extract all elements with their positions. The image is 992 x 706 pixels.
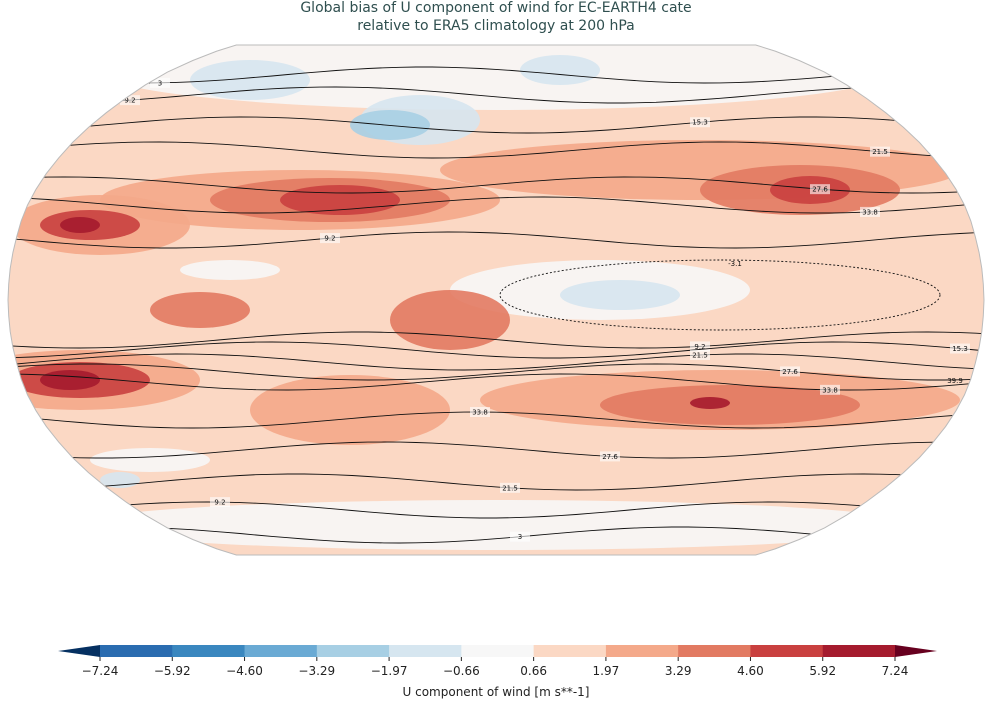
- contour-label-bg: [810, 184, 830, 195]
- field-patch: [76, 500, 916, 550]
- field-patch: [180, 260, 280, 280]
- contour-label-bg: [860, 206, 880, 217]
- colorbar-extend-low: [58, 645, 100, 657]
- contour-label: 15.3: [692, 119, 708, 127]
- contour-label: 27.6: [602, 453, 618, 461]
- field-patch: [250, 375, 450, 445]
- contour-label-bg: [780, 366, 800, 377]
- colorbar-segment: [533, 645, 607, 657]
- contour-label-bg: [120, 95, 140, 106]
- contour-label: 21.5: [502, 484, 518, 492]
- title-line: relative to ERA5 climatology at 200 hPa: [357, 18, 634, 34]
- map-outline: [7, 44, 985, 556]
- colorbar-tick-label: −4.60: [226, 664, 263, 678]
- colorbar-tick-label: −7.24: [82, 664, 119, 678]
- field-patch: [40, 370, 100, 390]
- contour-line: [8, 411, 984, 429]
- contour-line: [8, 441, 984, 459]
- colorbar-label: U component of wind [m s**-1]: [403, 685, 590, 699]
- negative-contour: [499, 259, 941, 331]
- field-patch: [520, 55, 600, 85]
- contour-label: 33.8: [822, 386, 838, 394]
- contour-line: [8, 86, 984, 104]
- contour-line: [8, 353, 984, 371]
- colorbar: −7.24 −5.92 −4.60 −3.29 −1.97 −0.66 0.66 1.97 3.…: [58, 645, 937, 678]
- field-patch: [280, 185, 400, 215]
- field-patch: [690, 397, 730, 409]
- field-patch: [560, 280, 680, 310]
- contour-label: -3.1: [728, 260, 742, 268]
- field-patch: [60, 217, 100, 233]
- contour-label-bg: [150, 77, 170, 88]
- colorbar-segment: [750, 645, 824, 657]
- contour-line: [8, 341, 984, 359]
- contour-label-bg: [690, 341, 710, 352]
- contour-label: 33.8: [472, 409, 488, 417]
- contour-line: [8, 116, 984, 134]
- contour-label-bg: [870, 146, 890, 157]
- contour-label: 27.6: [812, 186, 828, 194]
- colorbar-tick-label: −1.97: [371, 664, 408, 678]
- contour-label: 9.2: [214, 499, 225, 507]
- contour-label-bg: [820, 384, 840, 395]
- contour-line: [8, 473, 984, 491]
- contour-line: [8, 501, 984, 519]
- colorbar-segment: [605, 645, 679, 657]
- colorbar-tick-label: −0.66: [443, 664, 480, 678]
- colorbar-tick-label: 4.60: [737, 664, 764, 678]
- contour-label-bg: [500, 482, 520, 493]
- contour-line: [8, 196, 984, 214]
- colorbar-segment: [172, 645, 246, 657]
- contour-label: 3: [158, 79, 162, 87]
- colorbar-tick-label: 1.97: [593, 664, 620, 678]
- colorbar-segment: [100, 645, 173, 657]
- contour-line: [8, 231, 984, 249]
- colorbar-segment: [389, 645, 462, 657]
- map-area: 39.215.321.527.633.89.29.2 15.321.527.633…: [8, 45, 984, 555]
- contour-label: 33.8: [862, 208, 878, 216]
- colorbar-segment: [461, 645, 535, 657]
- contour-label: 21.5: [872, 148, 888, 156]
- field-patch: [190, 60, 310, 100]
- field-patch: [90, 448, 210, 472]
- colorbar-segment: [244, 645, 318, 657]
- colorbar-tick-label: 0.66: [520, 664, 547, 678]
- contour-label-bg: [690, 349, 710, 360]
- contour-label-bg: [600, 451, 620, 462]
- colorbar-tick-label: −3.29: [298, 664, 335, 678]
- contour-line: [8, 141, 984, 159]
- title-line: Global bias of U component of wind for E…: [300, 0, 691, 16]
- colorbar-extend-high: [895, 645, 937, 657]
- contour-label: 9.2: [694, 343, 705, 351]
- contour-label-bg: [320, 233, 340, 244]
- contour-label: 15.3: [952, 345, 968, 353]
- contour-label-bg: [210, 497, 230, 508]
- colorbar-segment: [316, 645, 390, 657]
- contour-line: [8, 331, 984, 349]
- field-patch: [150, 292, 250, 328]
- colorbar-segment: [822, 645, 896, 657]
- contour-label-bg: [690, 117, 710, 128]
- contour-line: [8, 363, 984, 381]
- contour-label-bg: [950, 343, 970, 354]
- colorbar-tick-label: −5.92: [154, 664, 191, 678]
- contour-label-bg: [510, 531, 530, 542]
- colorbar-segment: [678, 645, 751, 657]
- contour-label: 27.6: [782, 368, 798, 376]
- contour-label: 21.5: [692, 351, 708, 359]
- contour-label: 39.9: [947, 377, 963, 385]
- colorbar-tick-label: 5.92: [809, 664, 836, 678]
- field-patch: [600, 385, 860, 425]
- field-patch: [390, 290, 510, 350]
- contour-label-bg: [470, 407, 490, 418]
- colorbar-tick-label: 7.24: [882, 664, 909, 678]
- contour-label: 3: [518, 533, 522, 541]
- colorbar-tick-label: 3.29: [665, 664, 692, 678]
- contour-label: 9.2: [124, 97, 135, 105]
- contour-label: 9.2: [324, 235, 335, 243]
